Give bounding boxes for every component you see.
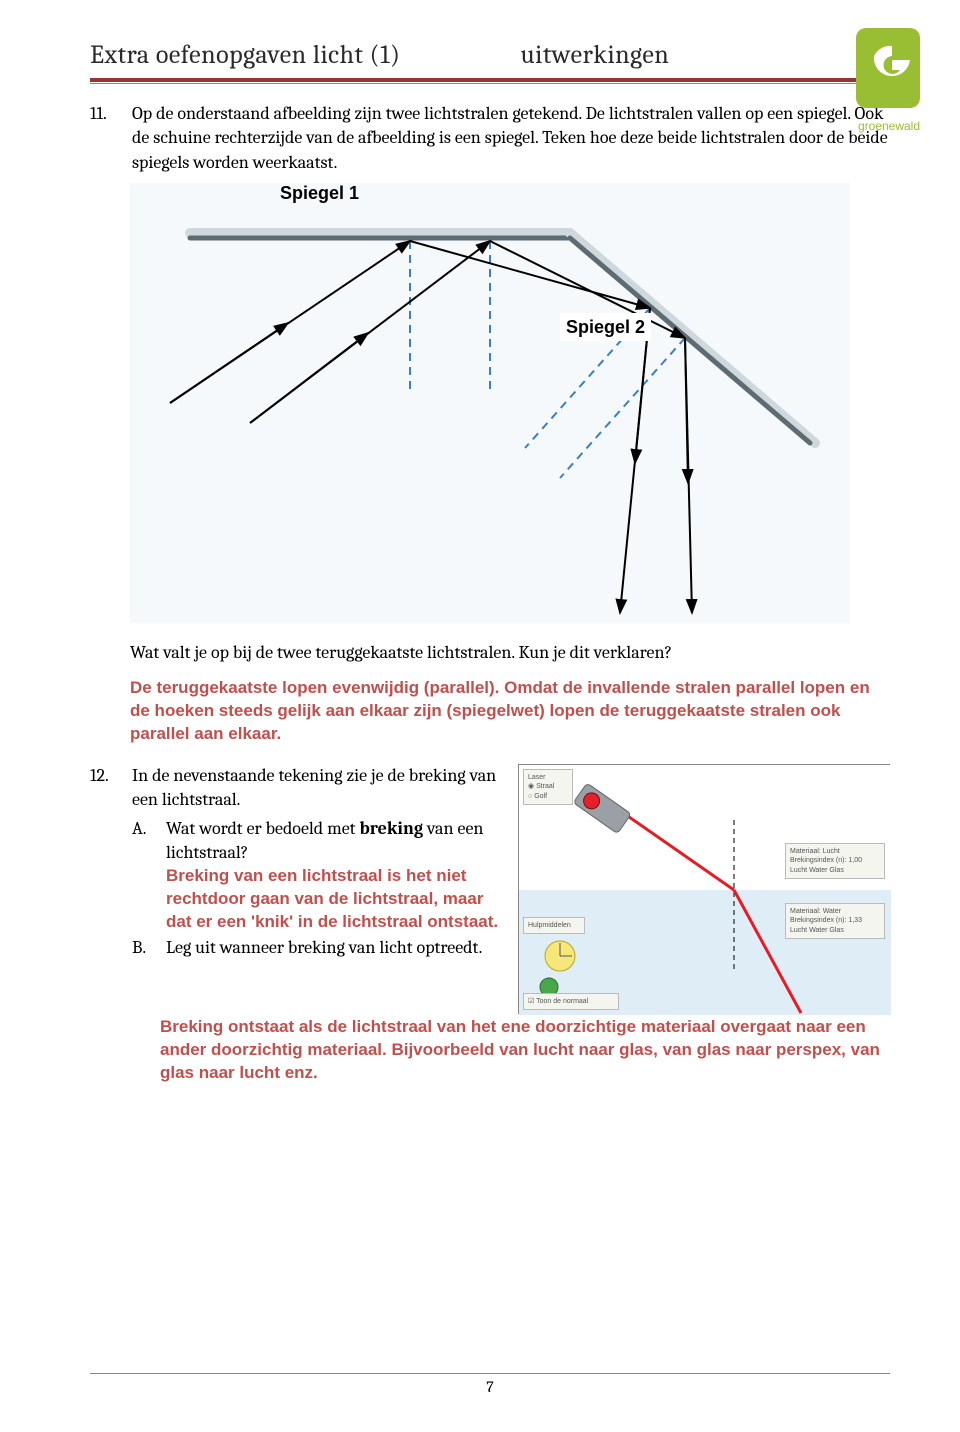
header-underline-gray xyxy=(90,83,890,84)
tools-label: Hulpmiddelen xyxy=(528,922,571,929)
q11-text: Op de onderstaand afbeelding zijn twee l… xyxy=(132,102,890,175)
q12-intro: In de nevenstaande tekening zie je de br… xyxy=(132,765,496,810)
q12-B-answer: Breking ontstaat als de lichtstraal van … xyxy=(160,1016,890,1085)
q12-B-body: Leg uit wanneer breking van licht optree… xyxy=(166,936,506,960)
question-12: 12. In de nevenstaande tekening zie je d… xyxy=(90,764,506,962)
label-spiegel-1: Spiegel 1 xyxy=(280,181,359,205)
question-12-row: 12. In de nevenstaande tekening zie je d… xyxy=(90,764,890,1014)
q12-left: 12. In de nevenstaande tekening zie je d… xyxy=(90,764,506,966)
q11-followup: Wat valt je op bij de twee teruggekaatst… xyxy=(130,641,890,665)
q12-A-q1: Wat wordt er bedoeld met xyxy=(166,818,359,839)
page-number: 7 xyxy=(486,1378,494,1396)
page-footer: 7 xyxy=(90,1373,890,1396)
q11-number: 11. xyxy=(90,102,124,175)
normal-toggle: ☑ Toon de normaal xyxy=(523,993,619,1010)
material-top-panel: Materiaal: Lucht Brekingsindex (n): 1,00… xyxy=(785,843,885,879)
q12-A-bold: breking xyxy=(359,818,423,839)
mirror-svg xyxy=(130,183,850,623)
q12-A-answer: Breking van een lichtstraal is het niet … xyxy=(166,865,506,934)
material-bot-panel: Materiaal: Water Brekingsindex (n): 1,33… xyxy=(785,903,885,939)
mirror-figure: Spiegel 1 xyxy=(130,183,850,623)
q12-A: A. Wat wordt er bedoeld met breking van … xyxy=(132,817,506,934)
logo-text: groenewald xyxy=(858,119,920,133)
label-spiegel-2: Spiegel 2 xyxy=(560,313,651,341)
header-title: Extra oefenopgaven licht (1) uitwerkinge… xyxy=(90,40,890,76)
laser-label: Laser xyxy=(528,773,568,782)
q12-B: B. Leg uit wanneer breking van licht opt… xyxy=(132,936,506,960)
school-logo: groenewald xyxy=(850,28,928,138)
q12-A-body: Wat wordt er bedoeld met breking van een… xyxy=(166,817,506,934)
toon-normaal-label: Toon de normaal xyxy=(536,998,588,1005)
title-left: Extra oefenopgaven licht (1) xyxy=(90,40,400,70)
footer-line xyxy=(90,1373,890,1374)
header-underline xyxy=(90,78,890,82)
title-right: uitwerkingen xyxy=(520,40,669,70)
opt-straal: ◉ Straal xyxy=(528,782,568,791)
content: 11. Op de onderstaand afbeelding zijn tw… xyxy=(90,102,890,1085)
q11-answer: De teruggekaatste lopen evenwijdig (para… xyxy=(130,677,890,746)
header-left: Extra oefenopgaven licht (1) uitwerkinge… xyxy=(90,40,890,84)
tools-panel: Hulpmiddelen xyxy=(523,917,585,934)
question-11: 11. Op de onderstaand afbeelding zijn tw… xyxy=(90,102,890,175)
opt-golf: ○ Golf xyxy=(528,792,568,801)
refraction-sim: Laser ◉ Straal ○ Golf Hulpmiddelen ☑ Too… xyxy=(518,764,890,1014)
q12-number: 12. xyxy=(90,764,124,962)
q12-body: In de nevenstaande tekening zie je de br… xyxy=(132,764,506,962)
q12-B-q: Leg uit wanneer breking van licht optree… xyxy=(166,937,482,958)
q12-B-letter: B. xyxy=(132,936,158,960)
q12-A-letter: A. xyxy=(132,817,158,934)
laser-panel: Laser ◉ Straal ○ Golf xyxy=(523,769,573,805)
page-header: Extra oefenopgaven licht (1) uitwerkinge… xyxy=(90,40,890,84)
